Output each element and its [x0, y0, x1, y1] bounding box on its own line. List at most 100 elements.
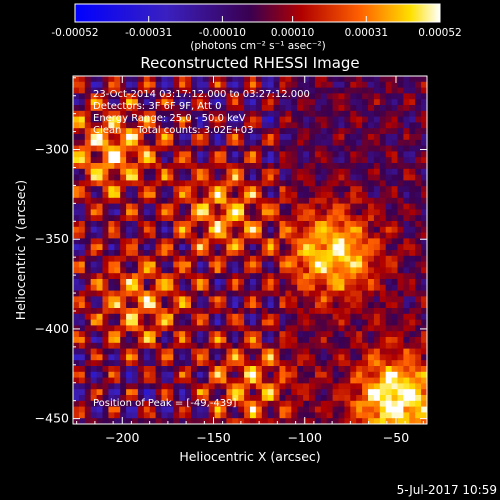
heatmap-cell — [114, 116, 121, 123]
heatmap-cell — [391, 99, 398, 106]
heatmap-cell — [90, 319, 97, 326]
heatmap-cell — [155, 116, 162, 123]
heatmap-cell — [108, 197, 115, 204]
heatmap-cell — [279, 151, 286, 158]
heatmap-cell — [344, 174, 351, 181]
heatmap-cell — [102, 238, 109, 245]
heatmap-cell — [421, 366, 427, 373]
heatmap-cell — [214, 197, 221, 204]
heatmap-cell — [403, 383, 410, 390]
heatmap-cell — [208, 192, 215, 199]
heatmap-cell — [391, 255, 398, 262]
colorbar-tick-label: 0.00031 — [345, 27, 388, 39]
heatmap-cell — [285, 279, 292, 286]
heatmap-cell — [415, 261, 422, 268]
heatmap-cell — [185, 412, 192, 419]
heatmap-cell — [208, 296, 215, 303]
heatmap-cell — [149, 232, 156, 239]
heatmap-cell — [368, 342, 375, 349]
heatmap-cell — [73, 371, 80, 378]
heatmap-cell — [314, 348, 322, 355]
heatmap-cell — [202, 244, 210, 251]
heatmap-cell — [137, 348, 145, 355]
heatmap-cell — [167, 273, 174, 280]
heatmap-cell — [208, 116, 215, 123]
heatmap-cell — [397, 412, 404, 419]
heatmap-cell — [373, 203, 381, 210]
heatmap-cell — [238, 255, 245, 262]
heatmap-cell — [220, 255, 227, 262]
heatmap-cell — [409, 331, 416, 338]
heatmap-cell — [267, 273, 274, 280]
heatmap-cell — [191, 261, 198, 268]
heatmap-cell — [137, 87, 145, 94]
heatmap-cell — [273, 418, 280, 424]
heatmap-cell — [326, 360, 333, 367]
heatmap-cell — [108, 284, 115, 291]
heatmap-cell — [314, 180, 322, 187]
heatmap-cell — [303, 313, 310, 320]
heatmap-cell — [362, 226, 369, 233]
heatmap-cell — [285, 116, 292, 123]
heatmap-cell — [196, 163, 204, 170]
heatmap-cell — [285, 319, 292, 326]
heatmap-cell — [220, 238, 227, 245]
heatmap-cell — [362, 238, 369, 245]
heatmap-cell — [338, 325, 345, 332]
heatmap-cell — [84, 122, 92, 129]
heatmap-cell — [332, 250, 339, 257]
heatmap-cell — [179, 157, 186, 164]
heatmap-cell — [137, 186, 145, 193]
heatmap-cell — [244, 81, 251, 88]
heatmap-cell — [202, 209, 210, 216]
heatmap-cell — [132, 180, 139, 187]
heatmap-cell — [338, 267, 345, 274]
heatmap-cell — [344, 418, 351, 424]
heatmap-cell — [126, 354, 133, 361]
heatmap-cell — [285, 99, 292, 106]
heatmap-cell — [84, 174, 92, 181]
heatmap-cell — [320, 145, 328, 152]
heatmap-cell — [90, 389, 97, 396]
heatmap-cell — [232, 371, 239, 378]
heatmap-cell — [208, 81, 215, 88]
heatmap-cell — [332, 99, 339, 106]
heatmap-cell — [96, 400, 103, 407]
heatmap-cell — [132, 331, 139, 338]
heatmap-cell — [155, 366, 162, 373]
heatmap-cell — [273, 197, 280, 204]
heatmap-cell — [379, 134, 387, 141]
heatmap-cell — [108, 238, 115, 245]
heatmap-cell — [379, 366, 387, 373]
heatmap-cell — [173, 371, 180, 378]
heatmap-cell — [167, 313, 174, 320]
heatmap-cell — [232, 122, 239, 129]
heatmap-cell — [273, 238, 280, 245]
heatmap-cell — [196, 232, 204, 239]
heatmap-cell — [238, 284, 245, 291]
heatmap-cell — [73, 284, 80, 291]
heatmap-cell — [368, 99, 375, 106]
heatmap-cell — [185, 360, 192, 367]
heatmap-cell — [250, 139, 257, 146]
heatmap-cell — [314, 232, 322, 239]
heatmap-cell — [108, 87, 115, 94]
heatmap-cell — [155, 128, 162, 135]
heatmap-cell — [173, 157, 180, 164]
heatmap-cell — [167, 174, 174, 181]
heatmap-cell — [279, 273, 286, 280]
heatmap-cell — [350, 192, 357, 199]
heatmap-cell — [421, 128, 427, 135]
heatmap-cell — [84, 279, 92, 286]
heatmap-cell — [320, 313, 328, 320]
heatmap-cell — [350, 331, 357, 338]
heatmap-cell — [338, 302, 345, 309]
heatmap-cell — [273, 76, 280, 83]
heatmap-cell — [309, 157, 316, 164]
heatmap-cell — [173, 128, 180, 135]
info-line-detectors: Detectors: 3F 6F 9F, Att 0 — [93, 101, 221, 112]
heatmap-cell — [279, 267, 286, 274]
heatmap-cell — [326, 81, 333, 88]
heatmap-cell — [244, 110, 251, 117]
heatmap-cell — [90, 99, 97, 106]
